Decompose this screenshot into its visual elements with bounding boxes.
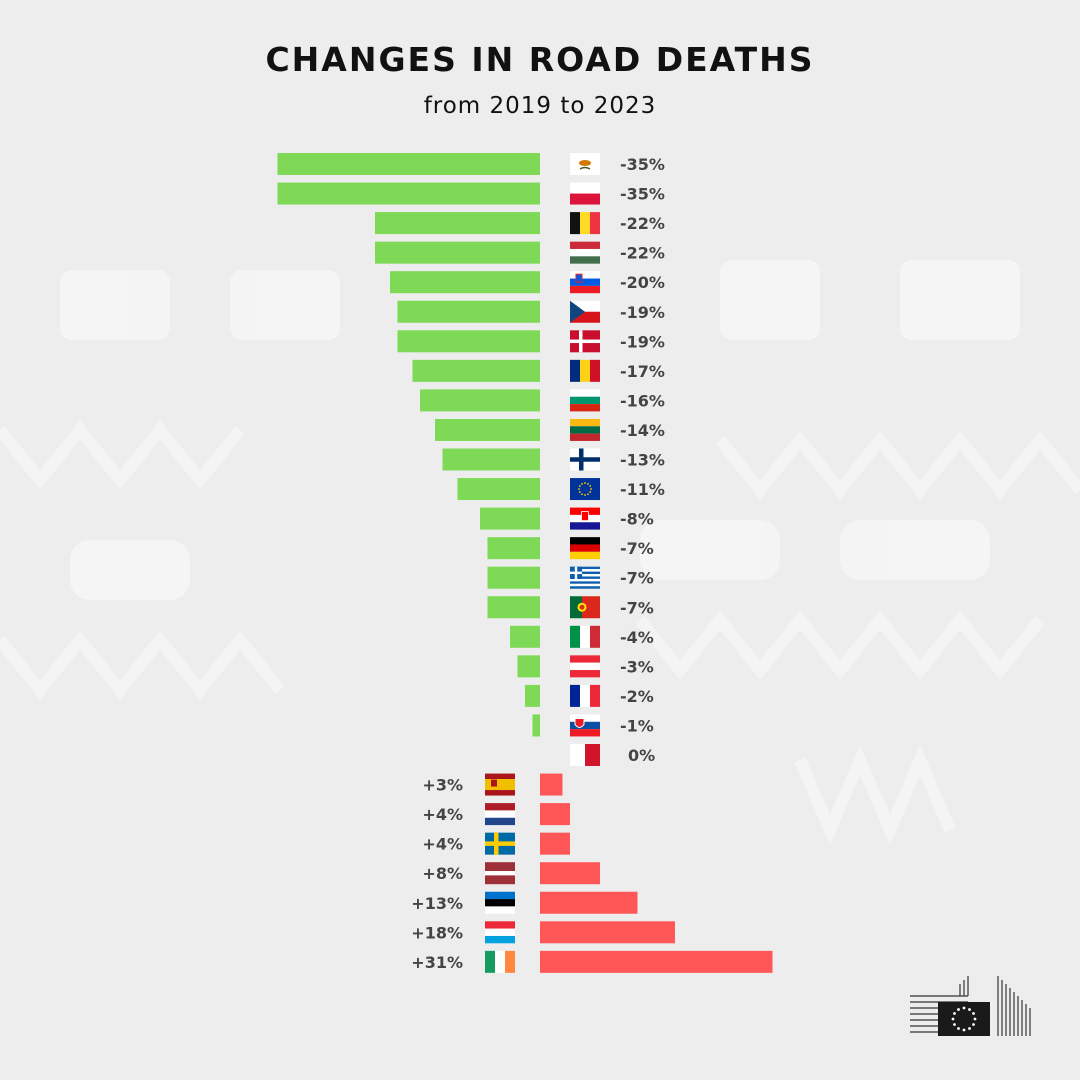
finland-flag-icon [570,448,600,471]
value-label-pt: -7% [620,598,654,617]
bar-de [487,537,540,560]
value-label-mt: 0% [628,746,655,765]
value-label-cy: -35% [620,155,665,174]
value-label-lv: +8% [422,864,463,883]
bar-si [390,271,540,294]
bar-hr [480,507,540,530]
ireland-flag-icon [485,950,515,973]
slovenia-flag-icon [570,271,600,294]
value-label-fi: -13% [620,451,665,470]
croatia-flag-icon [570,507,600,530]
spain-flag-icon [485,773,515,796]
bar-lt [435,418,540,441]
value-label-nl: +4% [422,805,463,824]
hungary-flag-icon [570,241,600,264]
value-label-ro: -17% [620,362,665,381]
luxembourg-flag-icon [485,921,515,944]
bar-nl [540,803,570,826]
bar-cy [277,153,540,175]
germany-flag-icon [570,537,600,560]
value-label-se: +4% [422,835,463,854]
france-flag-icon [570,684,600,707]
bar-eu [457,478,540,501]
romania-flag-icon [570,359,600,382]
slovakia-flag-icon [570,714,600,737]
bar-pt [487,596,540,619]
value-label-sk: -1% [620,716,654,735]
belgium-flag-icon [570,212,600,235]
greece-flag-icon [570,566,600,589]
value-label-eu: -11% [620,480,665,499]
portugal-flag-icon [570,596,600,619]
bar-ie [540,950,773,973]
bar-at [517,655,540,678]
bar-ro [412,359,540,382]
value-label-ee: +13% [411,894,463,913]
netherlands-flag-icon [485,803,515,826]
value-label-el: -7% [620,569,654,588]
eu-flag-icon [570,478,600,501]
value-label-lu: +18% [411,923,463,942]
chart-title: CHANGES IN ROAD DEATHS [265,40,815,79]
value-label-pl: -35% [620,185,665,204]
bar-dk [397,330,540,353]
bar-fr [525,684,540,707]
sweden-flag-icon [485,832,515,855]
bar-el [487,566,540,589]
denmark-flag-icon [570,330,600,353]
bar-pl [277,182,540,205]
austria-flag-icon [570,655,600,678]
bar-lu [540,921,675,944]
lithuania-flag-icon [570,418,600,441]
value-label-at: -3% [620,657,654,676]
poland-flag-icon [570,182,600,205]
european-commission-logo [910,976,1031,1036]
bar-bg [420,389,540,412]
value-label-fr: -2% [620,687,654,706]
value-label-it: -4% [620,628,654,647]
chart-subtitle: from 2019 to 2023 [423,93,657,119]
italy-flag-icon [570,625,600,648]
value-label-be: -22% [620,214,665,233]
cyprus-flag-icon [570,153,600,175]
bar-cz [397,300,540,323]
bar-lv [540,862,600,885]
value-label-cz: -19% [620,303,665,322]
value-label-ie: +31% [411,953,463,972]
value-label-dk: -19% [620,332,665,351]
value-label-lt: -14% [620,421,665,440]
value-label-es: +3% [422,776,463,795]
bar-fi [442,448,540,471]
bar-es [540,773,563,796]
value-label-si: -20% [620,273,665,292]
latvia-flag-icon [485,862,515,885]
estonia-flag-icon [485,891,515,914]
value-label-hu: -22% [620,244,665,263]
malta-flag-icon [570,744,600,766]
bulgaria-flag-icon [570,389,600,412]
bar-it [510,625,540,648]
bar-sk [532,714,540,737]
value-label-de: -7% [620,539,654,558]
bar-se [540,832,570,855]
value-label-hr: -8% [620,510,654,529]
bar-hu [375,241,540,264]
value-label-bg: -16% [620,391,665,410]
bar-be [375,212,540,235]
bar-ee [540,891,638,914]
czechia-flag-icon [570,300,600,323]
